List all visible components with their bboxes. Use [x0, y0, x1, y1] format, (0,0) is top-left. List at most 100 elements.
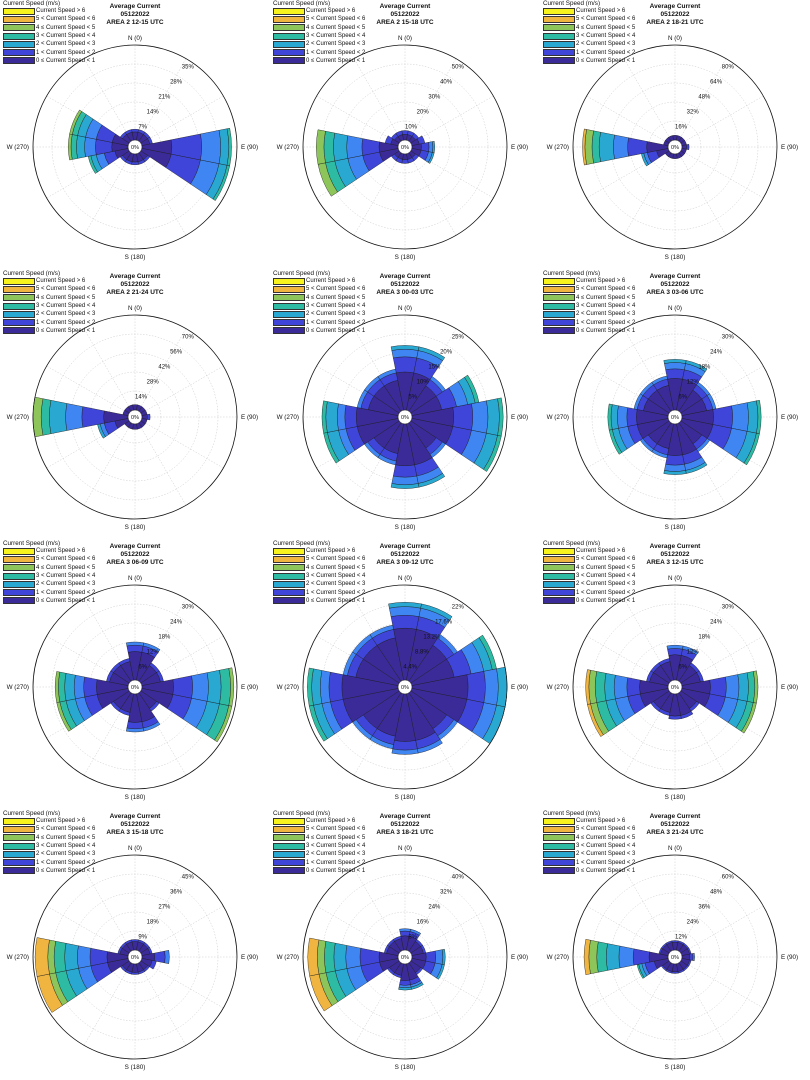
- compass-label-w: W (270): [277, 414, 299, 421]
- ring-tick-label: 25%: [452, 335, 465, 341]
- legend-item: 0 ≤ Current Speed < 1: [3, 867, 103, 875]
- rose-bar-segment: [307, 937, 320, 977]
- wind-rose-chart: 0% 6% 12% 18% 24% 30% N (0) S (180) E (90) W (270…: [547, 575, 799, 801]
- legend-label: 0 ≤ Current Speed < 1: [36, 327, 96, 334]
- compass-label-n: N (0): [668, 305, 682, 312]
- legend-swatch: [3, 302, 35, 310]
- center-circle: [127, 949, 143, 965]
- compass-label-e: E (90): [241, 684, 258, 691]
- ring-tick-label: 17.6%: [435, 620, 453, 626]
- legend-item: 3 < Current Speed < 4: [3, 842, 103, 850]
- radial-gridline: [410, 95, 494, 144]
- rose-bar-segment: [390, 483, 420, 489]
- rose-bar-segment: [70, 134, 78, 160]
- outer-ring: [572, 314, 778, 520]
- ring-tick-label: 13.2%: [423, 635, 441, 641]
- legend-item: 3 < Current Speed < 4: [3, 302, 103, 310]
- center-circle: [127, 139, 143, 155]
- legend-swatch: [543, 850, 575, 858]
- center-label: 0%: [401, 955, 409, 961]
- rose-bar-segment: [743, 432, 760, 466]
- legend-item: 3 < Current Speed < 4: [3, 32, 103, 40]
- rose-bar-segment: [626, 677, 641, 697]
- legend-label: 1 < Current Speed < 2: [576, 589, 636, 596]
- legend-item: Current Speed > 6: [543, 817, 643, 825]
- ring-tick-label: 10%: [405, 125, 418, 131]
- legend-label: 4 ≤ Current Speed < 5: [576, 294, 636, 301]
- ring-tick-label: 16%: [417, 920, 430, 926]
- center-circle: [397, 139, 413, 155]
- ring-tick-label: 6%: [138, 665, 147, 671]
- legend-swatch: [273, 572, 305, 580]
- legend-label: 5 < Current Speed < 6: [576, 826, 636, 833]
- chart-date: 05122022: [120, 281, 150, 288]
- legend-swatch: [543, 285, 575, 293]
- rose-bar-segment: [399, 928, 411, 932]
- legend-item: 1 < Current Speed < 2: [543, 858, 643, 867]
- rose-bar-segment: [591, 130, 601, 164]
- center-label: 0%: [671, 955, 679, 961]
- legend-item: 1 < Current Speed < 2: [273, 588, 373, 597]
- legend-item: 5 < Current Speed < 6: [3, 285, 103, 293]
- legend-title: Current Speed (m/s): [273, 0, 331, 7]
- outer-ring: [32, 854, 238, 1060]
- compass-label-s: S (180): [395, 1064, 416, 1071]
- legend-label: 0 ≤ Current Speed < 1: [306, 57, 366, 64]
- rose-bar-segment: [466, 671, 486, 703]
- legend-label: 4 ≤ Current Speed < 5: [306, 294, 366, 301]
- legend-swatch: [3, 859, 35, 867]
- ring-tick-label: 28%: [147, 380, 160, 386]
- legend-title: Current Speed (m/s): [543, 0, 601, 7]
- legend-item: 1 < Current Speed < 2: [273, 858, 373, 867]
- legend-label: 3 < Current Speed < 4: [36, 843, 96, 850]
- legend-item: 2 < Current Speed < 3: [543, 310, 643, 318]
- legend-label: 4 ≤ Current Speed < 5: [306, 24, 366, 31]
- ring-tick-label: 18%: [698, 635, 711, 641]
- radial-gridline: [83, 868, 132, 952]
- rose-bar-segment: [613, 134, 629, 160]
- legend-label: 3 < Current Speed < 4: [306, 573, 366, 580]
- rose-bar-segment: [682, 645, 699, 656]
- ring-tick-label: 28%: [170, 80, 183, 86]
- wind-rose-chart: 0% 9% 18% 27% 36% 45% N (0) S (180) E (90) W (270…: [7, 845, 259, 1071]
- legend-item: 0 ≤ Current Speed < 1: [273, 867, 373, 875]
- legend-label: 2 < Current Speed < 3: [36, 581, 96, 588]
- ring-tick-label: 15%: [428, 365, 441, 371]
- legend-label: 1 < Current Speed < 2: [576, 49, 636, 56]
- legend-swatch: [543, 580, 575, 588]
- wind-rose-chart: 0% 8% 16% 24% 32% 40% N (0) S (180) E (90) W (270…: [277, 845, 529, 1071]
- ring-tick-label: 8%: [408, 935, 417, 941]
- compass-label-s: S (180): [665, 524, 686, 531]
- legend-label: 3 < Current Speed < 4: [576, 843, 636, 850]
- legend-swatch: [273, 589, 305, 597]
- compass-label-e: E (90): [241, 414, 258, 421]
- rose-bar-segment: [434, 949, 444, 965]
- compass-label-w: W (270): [7, 144, 29, 151]
- center-circle: [667, 139, 683, 155]
- center-circle: [667, 679, 683, 695]
- legend-swatch: [273, 850, 305, 858]
- ring-tick-label: 30%: [722, 335, 735, 341]
- rose-bar-segment: [392, 740, 418, 751]
- legend-item: 3 < Current Speed < 4: [543, 572, 643, 580]
- compass-label-w: W (270): [277, 684, 299, 691]
- ring-tick-label: 20%: [440, 350, 453, 356]
- legend-swatch: [543, 294, 575, 302]
- compass-label-e: E (90): [241, 954, 258, 961]
- rose-bar-segment: [369, 624, 394, 639]
- rose-bar-segment: [323, 130, 336, 164]
- legend-swatch: [543, 859, 575, 867]
- chart-date: 05122022: [660, 551, 690, 558]
- rose-bar-segment: [34, 937, 50, 977]
- rose-bar-segment: [486, 398, 500, 436]
- wind-rose-chart: 0% 4.4% 8.8% 13.2% 17.6% 22% N (0) S (180) E (90…: [277, 575, 529, 801]
- rose-bar-segment: [731, 402, 749, 432]
- legend-item: 1 < Current Speed < 2: [3, 858, 103, 867]
- radial-gridline: [680, 960, 764, 1009]
- ring-tick-label: 12%: [147, 650, 160, 656]
- compass-label-e: E (90): [781, 414, 798, 421]
- legend-item: 5 < Current Speed < 6: [273, 15, 373, 23]
- legend-swatch: [273, 24, 305, 32]
